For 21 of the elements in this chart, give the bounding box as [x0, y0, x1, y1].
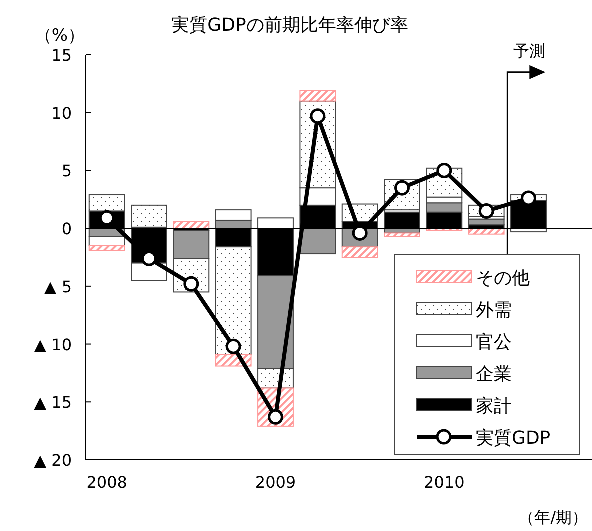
- x-tick-label: 2010: [424, 473, 465, 492]
- chart-title: 実質GDPの前期比年率伸び率: [172, 15, 408, 36]
- y-tick-label: 0: [62, 220, 72, 239]
- x-tick-label: 2009: [255, 473, 296, 492]
- y-tick-label: ▲ 10: [34, 335, 72, 354]
- y-tick-label: 15: [52, 46, 72, 65]
- legend-label: 外需: [476, 300, 512, 321]
- y-axis-title: （%）: [34, 26, 86, 46]
- legend-label: 家計: [476, 396, 512, 417]
- y-tick-label: ▲ 20: [34, 451, 72, 470]
- legend-label: 企業: [476, 364, 512, 385]
- y-tick-label: ▲ 15: [34, 393, 72, 412]
- y-tick-label: ▲ 5: [44, 277, 72, 296]
- legend-label: 官公: [476, 332, 512, 353]
- legend-label: その他: [476, 268, 530, 289]
- annotation: 予測: [514, 41, 546, 60]
- x-axis-title: （年/期）: [518, 508, 588, 527]
- x-tick-label: 2008: [86, 473, 128, 492]
- legend-label: 実質GDP: [476, 428, 551, 449]
- y-tick-label: 5: [62, 162, 72, 181]
- y-tick-label: 10: [52, 104, 72, 123]
